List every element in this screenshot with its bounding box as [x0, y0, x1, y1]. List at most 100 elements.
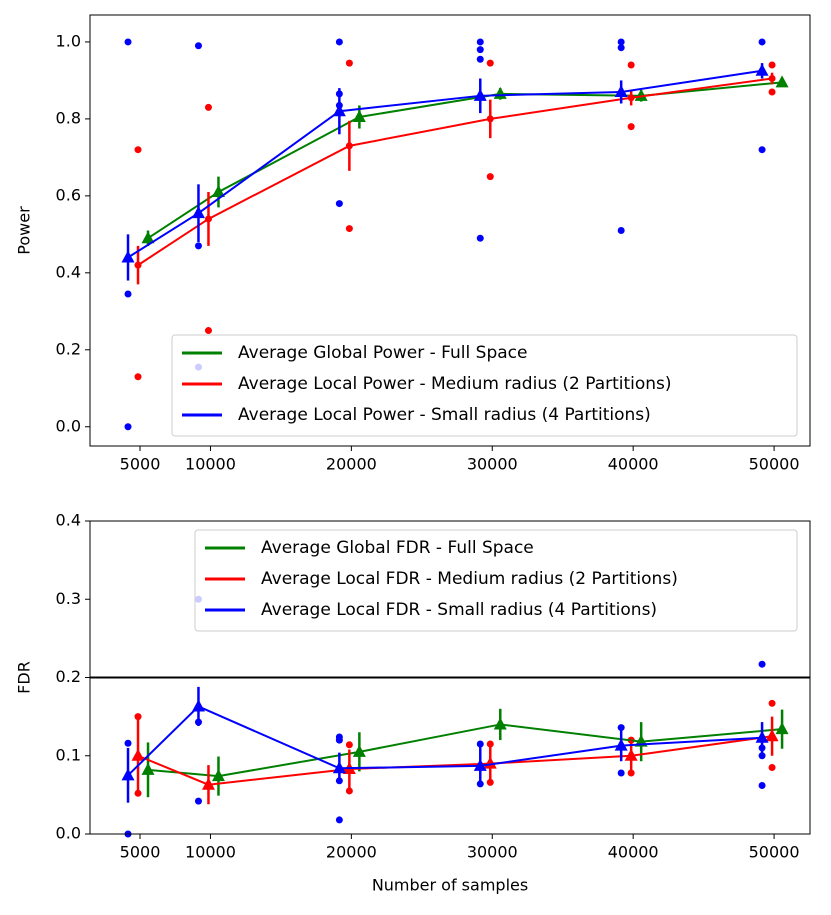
y-tick-label: 1.0 — [56, 31, 81, 50]
run-dot — [134, 373, 142, 381]
run-dot — [345, 225, 353, 233]
run-dot — [345, 741, 353, 749]
marker — [493, 717, 507, 730]
run-dot — [345, 59, 353, 67]
run-dot — [476, 55, 484, 63]
run-dot — [617, 724, 625, 732]
x-tick-label: 5000 — [120, 843, 161, 862]
y-tick-label: 0.2 — [56, 339, 81, 358]
x-tick-label: 40000 — [608, 455, 659, 474]
axes-frame — [89, 520, 811, 835]
marker — [211, 185, 225, 198]
y-tick-label: 0.4 — [56, 511, 81, 530]
x-tick-label: 50000 — [749, 843, 800, 862]
y-tick-label: 0.0 — [56, 416, 81, 435]
x-tick-label: 10000 — [185, 455, 236, 474]
y-tick-label: 0.6 — [56, 185, 81, 204]
run-dot — [486, 173, 494, 181]
run-dot — [124, 290, 132, 298]
run-dot — [627, 769, 635, 777]
marker — [493, 86, 507, 99]
run-dot — [758, 752, 766, 760]
marker — [768, 74, 776, 82]
series-line — [147, 723, 783, 778]
marker — [211, 769, 225, 782]
legend-label: Average Local FDR - Small radius (4 Part… — [261, 600, 657, 620]
series-line — [137, 77, 773, 266]
run-dot — [758, 146, 766, 154]
x-tick-label: 50000 — [749, 455, 800, 474]
marker — [332, 104, 346, 117]
marker — [765, 729, 779, 742]
marker — [201, 777, 215, 790]
y-tick-label: 0.2 — [56, 667, 81, 686]
marker — [332, 761, 346, 774]
marker — [486, 115, 494, 123]
run-dot — [627, 123, 635, 131]
legend-box — [194, 529, 798, 632]
run-dot — [486, 59, 494, 67]
run-dot — [194, 797, 202, 805]
run-dot — [335, 38, 343, 46]
run-dot — [194, 242, 202, 250]
run-dot — [627, 61, 635, 69]
marker — [121, 768, 135, 781]
marker — [141, 231, 155, 244]
run-dot — [124, 739, 132, 747]
marker — [473, 758, 487, 771]
legend-label: Average Local Power - Small radius (4 Pa… — [238, 405, 651, 425]
run-dot — [768, 88, 776, 96]
run-dot — [476, 38, 484, 46]
marker — [473, 88, 487, 101]
marker — [134, 261, 142, 269]
x-tick-label: 30000 — [467, 843, 518, 862]
marker — [624, 748, 638, 761]
x-tick-label: 10000 — [185, 843, 236, 862]
run-dot — [335, 816, 343, 824]
marker — [191, 699, 205, 712]
run-dot — [204, 327, 212, 335]
x-tick-label: 30000 — [467, 455, 518, 474]
marker — [345, 142, 353, 150]
y-axis-label: Power — [15, 206, 34, 255]
y-tick-label: 0.3 — [56, 589, 81, 608]
y-tick-label: 0.0 — [56, 824, 81, 843]
run-dot — [758, 38, 766, 46]
marker — [755, 63, 769, 76]
legend-label: Average Global Power - Full Space — [238, 343, 527, 363]
run-dot — [134, 146, 142, 154]
marker — [204, 215, 212, 223]
run-dot — [124, 38, 132, 46]
marker — [614, 738, 628, 751]
x-tick-label: 40000 — [608, 843, 659, 862]
marker — [775, 722, 789, 735]
run-dot — [758, 660, 766, 668]
x-tick-label: 5000 — [120, 455, 161, 474]
run-dot — [345, 787, 353, 795]
y-tick-label: 0.1 — [56, 745, 81, 764]
marker — [121, 250, 135, 263]
run-dot — [617, 38, 625, 46]
run-dot — [617, 44, 625, 52]
y-tick-label: 0.8 — [56, 108, 81, 127]
marker — [775, 75, 789, 88]
run-dot — [476, 740, 484, 748]
marker — [352, 744, 366, 757]
marker — [131, 748, 145, 761]
run-dot — [476, 46, 484, 54]
series-line — [127, 69, 763, 259]
marker — [352, 109, 366, 122]
marker — [755, 730, 769, 743]
x-tick-label: 20000 — [326, 455, 377, 474]
run-dot — [476, 234, 484, 242]
axes-frame — [89, 14, 811, 447]
run-dot — [124, 423, 132, 431]
run-dot — [758, 781, 766, 789]
marker — [627, 94, 635, 102]
legend-label: Average Global FDR - Full Space — [261, 538, 534, 558]
x-tick-label: 20000 — [326, 843, 377, 862]
run-dot — [768, 61, 776, 69]
run-dot — [617, 769, 625, 777]
marker — [614, 84, 628, 97]
